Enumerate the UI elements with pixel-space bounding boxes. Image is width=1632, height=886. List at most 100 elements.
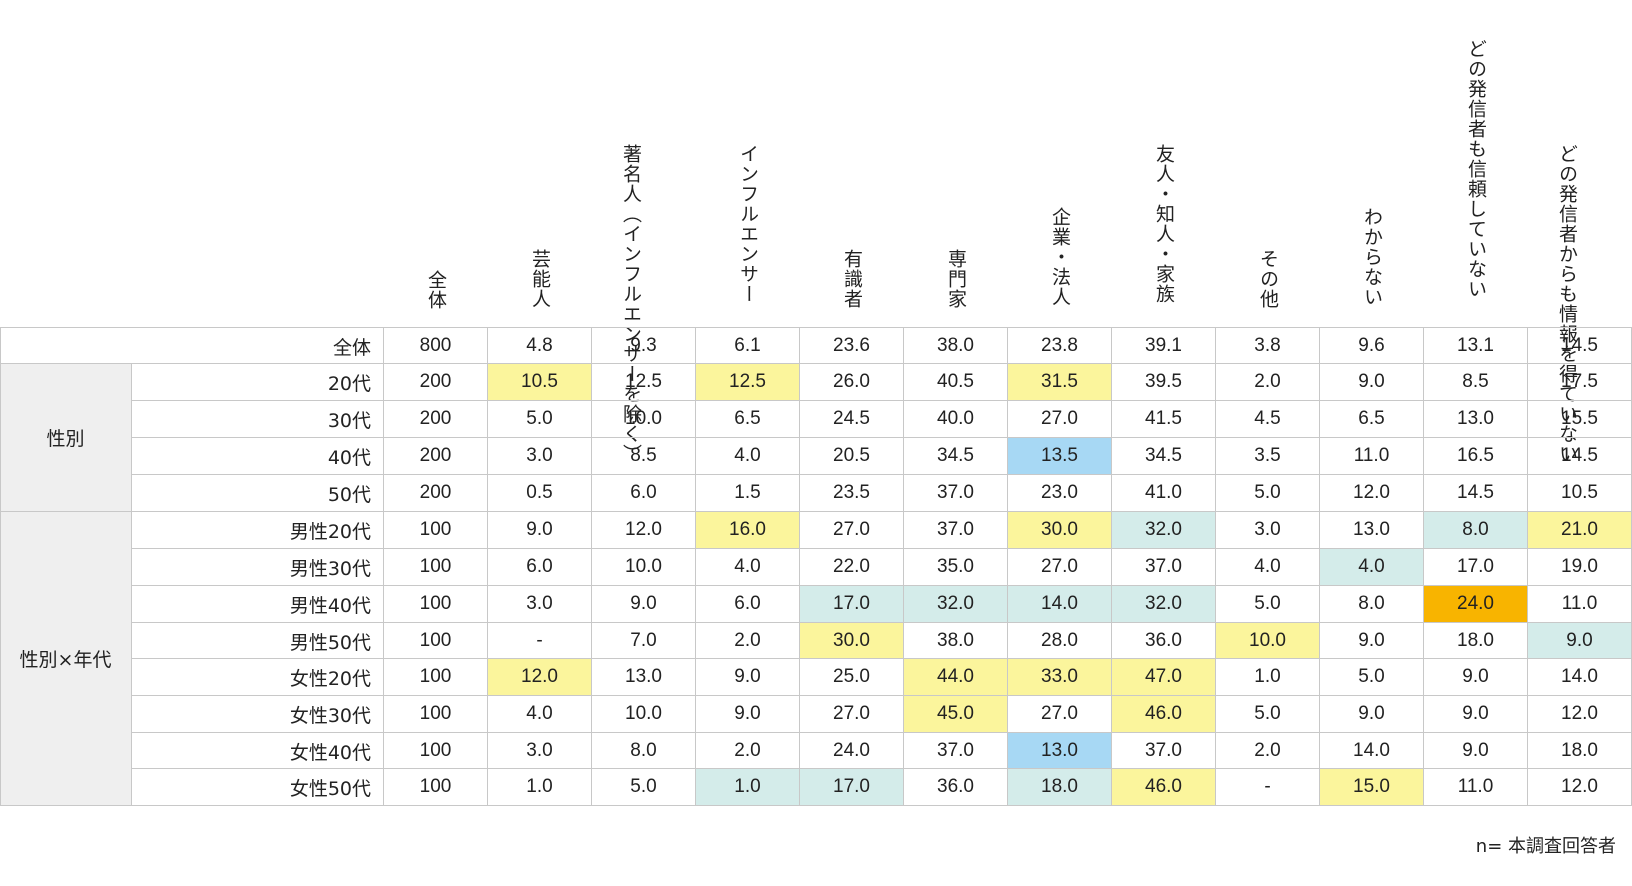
row-label: 男性50代 [132, 622, 384, 659]
table-cell: 200 [384, 400, 488, 437]
table-cell: 35.0 [904, 548, 1008, 585]
table-cell: 10.0 [592, 548, 696, 585]
table-cell: 0.5 [488, 474, 592, 511]
table-cell: 46.0 [1112, 768, 1216, 805]
table-cell: 31.5 [1008, 363, 1112, 400]
table-cell: 14.5 [1424, 474, 1528, 511]
row-label: 女性50代 [132, 768, 384, 805]
table-cell: 9.0 [488, 511, 592, 548]
table-cell: 23.6 [800, 327, 904, 364]
column-header: 専門家 [945, 249, 967, 309]
table-cell: 14.5 [1528, 327, 1632, 364]
table-cell: 1.0 [696, 768, 800, 805]
table-cell: 13.0 [1008, 732, 1112, 769]
table-cell: - [488, 622, 592, 659]
table-cell: 33.0 [1008, 658, 1112, 695]
table-cell: 9.0 [696, 695, 800, 732]
table-cell: 6.0 [488, 548, 592, 585]
table-cell: 4.8 [488, 327, 592, 364]
table-cell: 12.5 [592, 363, 696, 400]
table-cell: 37.0 [904, 474, 1008, 511]
column-header: 有識者 [841, 249, 863, 309]
table-cell: 8.5 [1424, 363, 1528, 400]
table-cell: 23.5 [800, 474, 904, 511]
table-cell: 30.0 [800, 622, 904, 659]
table-cell: 100 [384, 732, 488, 769]
table-cell: 6.1 [696, 327, 800, 364]
table-cell: 13.0 [1320, 511, 1424, 548]
table-cell: 1.0 [488, 768, 592, 805]
row-label: 男性40代 [132, 585, 384, 622]
table-cell: 40.5 [904, 363, 1008, 400]
table-cell: 30.0 [1008, 511, 1112, 548]
table-cell: 13.0 [592, 658, 696, 695]
table-cell: 3.0 [488, 585, 592, 622]
table-cell: 37.0 [1112, 732, 1216, 769]
table-cell: 21.0 [1528, 511, 1632, 548]
table-cell: 10.0 [592, 400, 696, 437]
table-cell: 34.5 [904, 437, 1008, 474]
column-header: わからない [1361, 207, 1383, 307]
table-cell: 100 [384, 768, 488, 805]
table-cell: 12.0 [1320, 474, 1424, 511]
table-cell: 46.0 [1112, 695, 1216, 732]
table-cell: 9.0 [592, 585, 696, 622]
row-label: 女性20代 [132, 658, 384, 695]
table-cell: 4.0 [696, 548, 800, 585]
column-header: 企業・法人 [1049, 207, 1071, 307]
column-header: どの発信者も信頼していない [1465, 39, 1487, 299]
table-cell: 4.5 [1216, 400, 1320, 437]
table-cell: 100 [384, 622, 488, 659]
table-cell: 200 [384, 437, 488, 474]
table-cell: 24.0 [1424, 585, 1528, 622]
table-cell: 14.0 [1008, 585, 1112, 622]
table-cell: 6.5 [1320, 400, 1424, 437]
table-cell: 12.0 [1528, 695, 1632, 732]
table-cell: 3.8 [1216, 327, 1320, 364]
table-cell: 37.0 [904, 732, 1008, 769]
table-cell: 32.0 [1112, 511, 1216, 548]
column-header: 芸能人 [529, 249, 551, 309]
table-cell: 3.5 [1216, 437, 1320, 474]
table-cell: 10.0 [1216, 622, 1320, 659]
table-cell: 36.0 [904, 768, 1008, 805]
table-cell: 11.0 [1320, 437, 1424, 474]
table-cell: 41.0 [1112, 474, 1216, 511]
table-cell: 38.0 [904, 622, 1008, 659]
table-cell: 23.8 [1008, 327, 1112, 364]
row-label: 男性20代 [132, 511, 384, 548]
table-cell: 37.0 [904, 511, 1008, 548]
table-cell: 5.0 [1320, 658, 1424, 695]
table-cell: 14.0 [1320, 732, 1424, 769]
table-cell: 9.0 [1424, 658, 1528, 695]
table-cell: 28.0 [1008, 622, 1112, 659]
table-cell: 24.0 [800, 732, 904, 769]
row-label: 50代 [132, 474, 384, 511]
table-cell: 18.0 [1008, 768, 1112, 805]
table-cell: 27.0 [800, 511, 904, 548]
column-header: 全体 [425, 270, 447, 310]
table-cell: 3.0 [488, 437, 592, 474]
table-cell: 26.0 [800, 363, 904, 400]
table-cell: 2.0 [696, 622, 800, 659]
table-cell: 10.5 [1528, 474, 1632, 511]
table-cell: 34.5 [1112, 437, 1216, 474]
table-cell: 5.0 [1216, 695, 1320, 732]
table-cell: 100 [384, 658, 488, 695]
table-cell: 9.0 [1320, 622, 1424, 659]
table-cell: 4.0 [488, 695, 592, 732]
column-header: インフルエンサー [737, 144, 759, 304]
table-cell: 1.5 [696, 474, 800, 511]
footnote: n= 本調査回答者 [1475, 836, 1616, 857]
table-cell: 32.0 [904, 585, 1008, 622]
table-cell: 7.0 [592, 622, 696, 659]
table-cell: 27.0 [1008, 400, 1112, 437]
table-cell: 20.5 [800, 437, 904, 474]
table-cell: 39.1 [1112, 327, 1216, 364]
table-cell: 27.0 [1008, 695, 1112, 732]
table-cell: 38.0 [904, 327, 1008, 364]
table-cell: 17.0 [800, 768, 904, 805]
table-cell: 200 [384, 474, 488, 511]
column-header: どの発信者からも情報を得ていない [1556, 144, 1578, 464]
table-cell: 200 [384, 363, 488, 400]
